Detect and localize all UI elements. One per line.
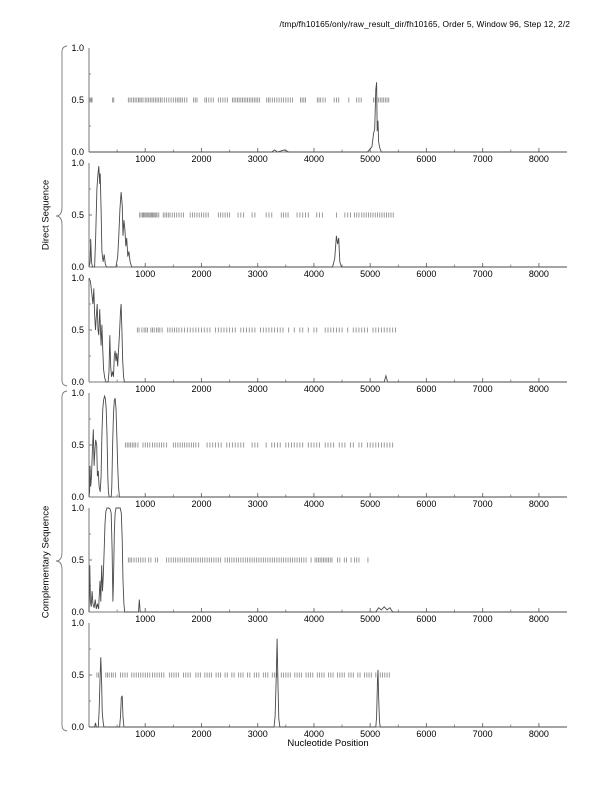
y-tick-label: 0.5 — [71, 670, 84, 680]
y-tick-label: 0.5 — [71, 555, 84, 565]
y-tick-label: 1.0 — [71, 618, 84, 628]
x-tick-label: 2000 — [191, 269, 211, 279]
y-tick-label: 1.0 — [71, 388, 84, 398]
panel-direct-frame-3: 1000 2000 3000 4000 5000 6000 7000 8000 1.0 0.5 0.… — [71, 273, 567, 394]
probability-curve — [88, 507, 567, 613]
x-tick-label: 6000 — [416, 499, 436, 509]
x-tick-label: 6000 — [416, 729, 436, 739]
orf-marks — [139, 212, 394, 218]
y-tick-label: 1.0 — [71, 273, 84, 283]
x-tick-label: 5000 — [360, 729, 380, 739]
x-tick-label: 2000 — [191, 384, 211, 394]
y-tick-label: 0.5 — [71, 210, 84, 220]
x-tick-label: 3000 — [248, 384, 268, 394]
x-tick-label: 7000 — [473, 499, 493, 509]
y-tick-label: 0.0 — [71, 262, 84, 272]
probability-curve — [88, 277, 567, 383]
x-tick-label: 5000 — [360, 384, 380, 394]
probability-curve — [88, 394, 567, 498]
x-tick-label: 7000 — [473, 269, 493, 279]
x-tick-label: 5000 — [360, 614, 380, 624]
y-tick-label: 0.5 — [71, 95, 84, 105]
y-tick-label: 0.5 — [71, 325, 84, 335]
x-tick-label: 6000 — [416, 614, 436, 624]
x-tick-label: 6000 — [416, 384, 436, 394]
panel-complementary-frame-3: 1000 2000 3000 4000 5000 6000 7000 8000 1.0 0.5 0.… — [71, 618, 567, 739]
y-tick-label: 0.0 — [71, 147, 84, 157]
panel-complementary-frame-2: 1000 2000 3000 4000 5000 6000 7000 8000 1.0 0.5 0.… — [71, 503, 567, 624]
panel-direct-frame-1: 1000 2000 3000 4000 5000 6000 7000 8000 1.0 0.5 0.… — [71, 43, 567, 164]
x-tick-label: 3000 — [248, 499, 268, 509]
x-axis-title: Nucleotide Position — [287, 738, 369, 749]
x-tick-label: 7000 — [473, 729, 493, 739]
probability-curve — [89, 82, 567, 153]
x-tick-label: 7000 — [473, 154, 493, 164]
y-tick-label: 1.0 — [71, 43, 84, 53]
y-tick-label: 0.0 — [71, 492, 84, 502]
x-tick-label: 5000 — [360, 154, 380, 164]
x-tick-label: 6000 — [416, 269, 436, 279]
x-tick-label: 2000 — [191, 499, 211, 509]
direct-sequence-brace — [55, 45, 68, 387]
x-tick-label: 3000 — [248, 614, 268, 624]
x-tick-label: 1000 — [135, 384, 155, 394]
x-tick-label: 4000 — [304, 154, 324, 164]
x-tick-label: 7000 — [473, 614, 493, 624]
x-tick-label: 8000 — [529, 154, 549, 164]
orf-marks — [136, 327, 396, 333]
panel-complementary-frame-1: 1000 2000 3000 4000 5000 6000 7000 8000 1.0 0.5 0.… — [71, 388, 567, 509]
x-tick-label: 1000 — [135, 154, 155, 164]
x-tick-label: 2000 — [191, 154, 211, 164]
x-tick-label: 8000 — [529, 614, 549, 624]
x-tick-label: 1000 — [135, 614, 155, 624]
x-tick-label: 4000 — [304, 499, 324, 509]
x-tick-label: 1000 — [135, 729, 155, 739]
panel-direct-frame-2: 1000 2000 3000 4000 5000 6000 7000 8000 1.0 0.5 0.… — [71, 158, 567, 279]
x-tick-label: 5000 — [360, 499, 380, 509]
x-tick-label: 2000 — [191, 729, 211, 739]
x-tick-label: 2000 — [191, 614, 211, 624]
x-tick-label: 5000 — [360, 269, 380, 279]
probability-curve — [88, 166, 567, 268]
y-tick-label: 0.0 — [71, 722, 84, 732]
orf-marks — [125, 442, 394, 448]
y-tick-label: 1.0 — [71, 158, 84, 168]
y-tick-label: 1.0 — [71, 503, 84, 513]
y-tick-label: 0.0 — [71, 607, 84, 617]
complementary-sequence-brace — [55, 390, 68, 732]
x-tick-label: 8000 — [529, 384, 549, 394]
x-tick-label: 3000 — [248, 269, 268, 279]
y-tick-label: 0.0 — [71, 377, 84, 387]
orf-marks — [89, 97, 390, 103]
figure-title: /tmp/fh10165/only/raw_result_dir/fh10165… — [279, 19, 570, 29]
x-tick-label: 3000 — [248, 729, 268, 739]
x-tick-label: 8000 — [529, 729, 549, 739]
probability-curve — [89, 638, 567, 728]
x-tick-label: 1000 — [135, 269, 155, 279]
x-tick-label: 4000 — [304, 269, 324, 279]
x-tick-label: 4000 — [304, 614, 324, 624]
orf-marks — [96, 672, 390, 678]
x-tick-label: 4000 — [304, 729, 324, 739]
x-tick-label: 7000 — [473, 384, 493, 394]
x-tick-label: 1000 — [135, 499, 155, 509]
x-tick-label: 6000 — [416, 154, 436, 164]
x-tick-label: 3000 — [248, 154, 268, 164]
x-tick-label: 4000 — [304, 384, 324, 394]
y-tick-label: 0.5 — [71, 440, 84, 450]
x-tick-label: 8000 — [529, 499, 549, 509]
x-tick-label: 8000 — [529, 269, 549, 279]
orf-marks — [127, 557, 369, 563]
